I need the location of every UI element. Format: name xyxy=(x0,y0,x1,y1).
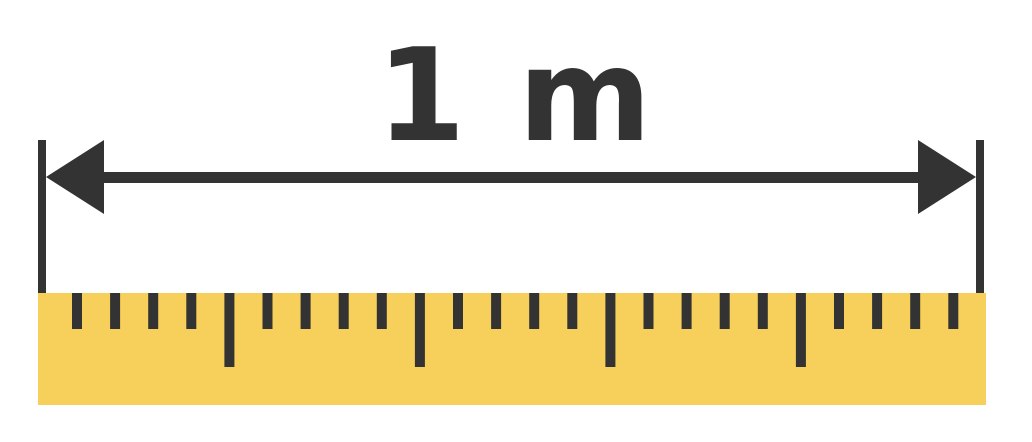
minor-tick xyxy=(148,293,159,329)
minor-tick xyxy=(529,293,540,329)
minor-tick xyxy=(338,293,349,329)
right-arrowhead-icon xyxy=(918,140,976,214)
minor-tick xyxy=(491,293,502,329)
minor-tick xyxy=(643,293,654,329)
minor-tick xyxy=(72,293,82,329)
minor-tick xyxy=(186,293,197,329)
minor-tick xyxy=(681,293,692,329)
minor-tick xyxy=(300,293,311,329)
major-tick xyxy=(414,293,425,367)
right-extension-line xyxy=(976,140,984,293)
minor-tick xyxy=(453,293,463,329)
left-extension-line xyxy=(38,140,46,293)
minor-tick xyxy=(262,293,273,329)
minor-tick xyxy=(948,293,959,329)
minor-tick xyxy=(567,293,578,329)
major-tick xyxy=(605,293,616,367)
minor-tick xyxy=(910,293,921,329)
major-tick xyxy=(795,293,806,367)
minor-tick xyxy=(834,293,844,329)
minor-tick xyxy=(872,293,883,329)
dimension-line xyxy=(100,172,922,183)
minor-tick xyxy=(110,293,121,329)
measurement-label: 1 m xyxy=(376,22,656,171)
left-arrowhead-icon xyxy=(46,140,104,214)
minor-tick xyxy=(719,293,730,329)
ruler-ticks xyxy=(72,293,959,367)
minor-tick xyxy=(376,293,387,329)
minor-tick xyxy=(757,293,768,329)
major-tick xyxy=(224,293,235,367)
